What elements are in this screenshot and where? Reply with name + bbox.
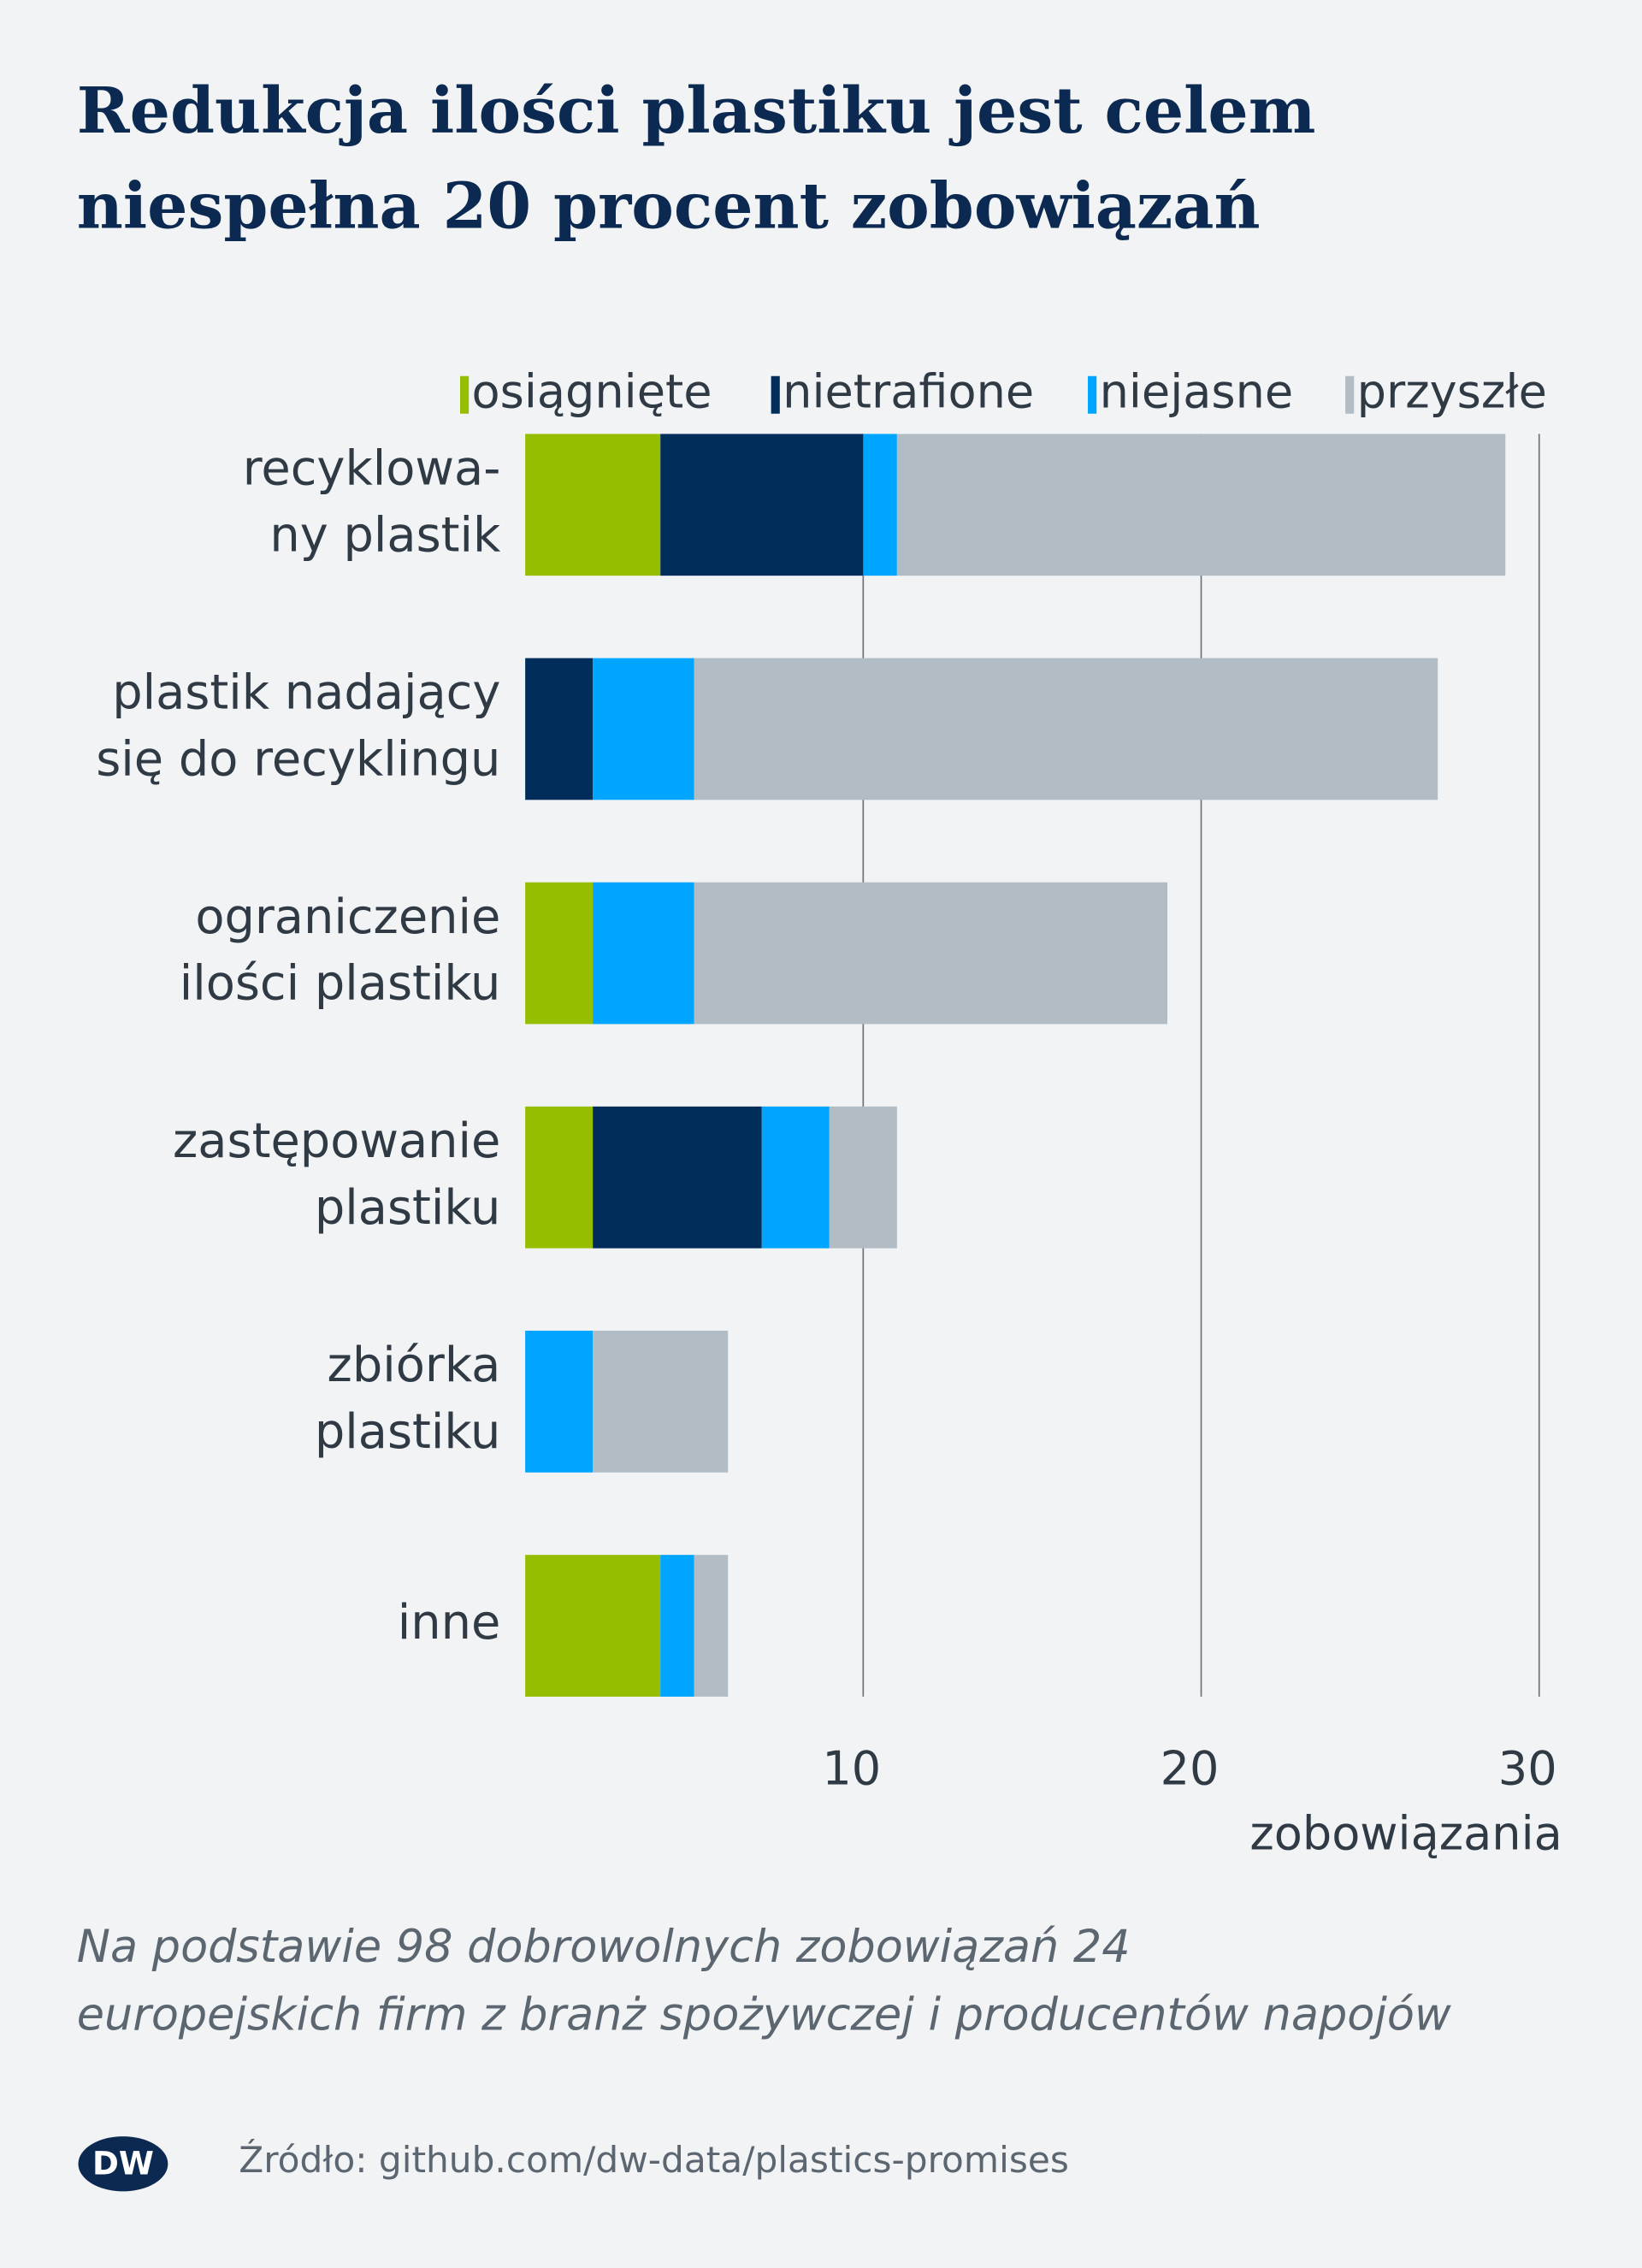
y-tick-label: plastiku [315,1404,501,1460]
y-tick-label: inne [398,1595,501,1651]
legend-swatch [1088,375,1097,414]
y-tick-label: zbiórka [328,1338,501,1393]
x-tick-label: 30 [1498,1742,1557,1796]
x-axis-label: zobowiązania [1249,1807,1562,1861]
logo-shape [78,2136,168,2192]
y-tick-label: się do recyklingu [96,731,500,787]
bar-segment [525,882,594,1025]
chart-title: Redukcja ilości plastiku jest celem [77,73,1316,148]
legend-label: nietrafione [783,364,1034,418]
bar-segment [694,658,1438,800]
legend-label: osiągnięte [472,364,712,418]
bar-segment [863,434,897,576]
legend-label: przyszłe [1357,364,1547,418]
bar-segment [593,658,694,800]
legend-label: niejasne [1100,364,1294,418]
bar-segment [525,1331,594,1473]
bar-segment [593,882,694,1025]
y-tick-label: ilości plastiku [180,956,501,1012]
note: europejskich firm z branż spożywczej i p… [77,1988,1451,2041]
y-tick-label: recyklowa- [243,440,501,496]
y-tick-label: zastępowanie [173,1113,500,1169]
note: Na podstawie 98 dobrowolnych zobowiązań … [77,1921,1131,1973]
chart-title: niespełna 20 procent zobowiązań [77,168,1261,243]
bar-segment [525,1555,661,1697]
x-tick-label: 10 [822,1742,881,1796]
bar-segment [694,882,1168,1025]
bar-segment [593,1106,762,1249]
bar-segment [525,1106,594,1249]
bar-segment [525,434,661,576]
y-tick-label: ograniczenie [195,889,500,945]
legend-swatch [460,375,470,414]
bar-segment [593,1331,729,1473]
bar-segment [761,1106,830,1249]
bar-segment [694,1555,729,1697]
x-tick-label: 20 [1161,1742,1220,1796]
bar-segment [896,434,1506,576]
y-tick-label: ny plastik [269,507,501,563]
y-tick-label: plastik nadający [112,665,500,721]
y-tick-label: plastiku [315,1180,501,1236]
logo: DW [92,2144,154,2182]
source: Źródło: github.com/dw-data/plastics-prom… [239,2138,1069,2181]
legend-swatch [771,375,780,414]
bar-segment [660,434,864,576]
legend-swatch [1345,375,1355,414]
bar-segment [660,1555,694,1697]
bar-segment [829,1106,897,1249]
bar-segment [525,658,594,800]
